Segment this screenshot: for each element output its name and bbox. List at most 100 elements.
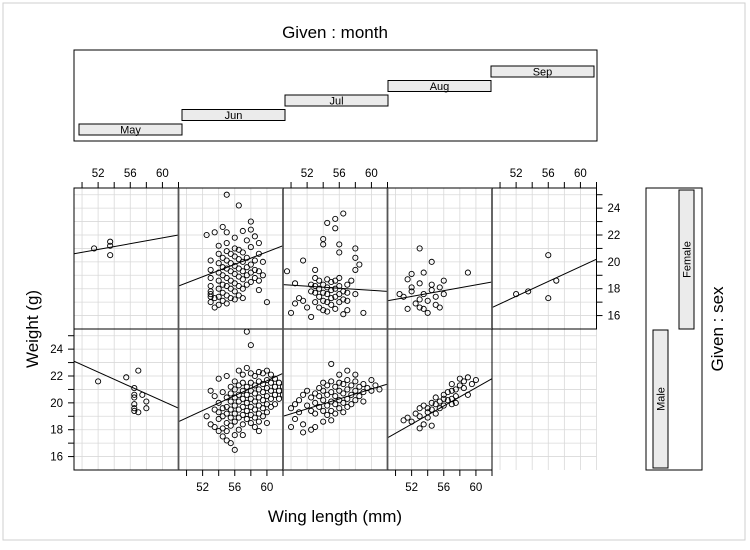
data-point [227, 414, 234, 421]
y-tick-label: 22 [608, 230, 621, 242]
data-point [404, 305, 411, 312]
data-point [239, 421, 246, 428]
data-point [368, 376, 375, 384]
data-point [328, 295, 335, 302]
data-point [203, 231, 210, 239]
data-point [235, 367, 242, 374]
data-point [420, 305, 427, 312]
data-point [231, 378, 238, 385]
data-point [332, 215, 339, 222]
data-point [416, 245, 423, 252]
y-tick-label: 18 [608, 284, 621, 296]
data-point [340, 210, 347, 217]
data-point [320, 387, 327, 394]
data-point [440, 291, 447, 298]
data-point [255, 268, 262, 275]
data-point [215, 409, 222, 416]
fit-line [283, 383, 388, 417]
data-point [239, 268, 246, 275]
data-point [207, 299, 214, 306]
data-point [328, 389, 335, 396]
data-point [368, 387, 375, 394]
data-point [352, 378, 359, 385]
data-point [207, 257, 214, 264]
data-point [408, 284, 415, 291]
data-point [424, 405, 431, 412]
data-point [251, 390, 258, 397]
data-point [255, 240, 262, 247]
data-point [131, 391, 138, 398]
data-point [243, 364, 250, 371]
data-point [211, 423, 218, 431]
month-interval-label: Jul [329, 96, 343, 108]
month-interval-bar [181, 109, 286, 121]
data-point [464, 269, 471, 276]
data-point [424, 309, 431, 316]
data-point [259, 397, 266, 404]
y-tick-label: 16 [608, 311, 621, 323]
data-point [300, 257, 307, 264]
data-point [143, 405, 150, 412]
month-interval-bar [490, 65, 595, 78]
data-point [231, 296, 238, 303]
data-point [428, 422, 435, 429]
fit-line [283, 284, 388, 292]
outer-border [2, 2, 746, 541]
data-point [259, 258, 266, 265]
panel-sep-female [492, 252, 597, 308]
month-interval-label: Sep [533, 67, 553, 79]
data-point [143, 398, 150, 405]
data-point [131, 394, 138, 401]
panel-bg [283, 329, 388, 470]
data-point [324, 308, 331, 315]
data-point [259, 389, 266, 396]
panel-bg [283, 188, 388, 329]
data-point [219, 223, 226, 230]
data-point [215, 260, 222, 267]
data-point [472, 376, 479, 384]
data-point [215, 375, 222, 382]
panel-bg [387, 188, 492, 329]
month-interval-bar [387, 80, 492, 92]
data-point [352, 371, 359, 378]
y-tick-label: 24 [50, 344, 63, 356]
data-point [340, 381, 347, 388]
data-point [239, 285, 246, 292]
data-point [239, 295, 246, 302]
data-point [328, 417, 335, 424]
data-point [444, 397, 451, 404]
data-point [328, 360, 335, 367]
data-point [107, 252, 114, 259]
data-point [348, 277, 355, 284]
data-point [215, 399, 222, 406]
data-point [207, 274, 214, 282]
data-point [251, 372, 258, 380]
x-tick-label: 52 [301, 168, 314, 180]
data-point [464, 374, 471, 381]
data-point [352, 254, 359, 261]
data-point [320, 289, 327, 296]
data-point [352, 245, 359, 252]
fit-line [387, 281, 492, 302]
data-point [332, 305, 339, 312]
data-point [312, 266, 319, 273]
sex-given-panel: Male Female [645, 187, 703, 471]
data-point [332, 410, 339, 417]
y-tick-label: 20 [608, 257, 621, 269]
data-point [432, 394, 439, 401]
data-point [304, 402, 311, 409]
panel-may-male [74, 360, 179, 416]
data-point [267, 387, 274, 394]
data-point [215, 285, 222, 292]
data-point [432, 293, 439, 300]
sex-interval-label: Male [656, 387, 668, 411]
sex-interval-bar [678, 189, 695, 330]
data-point [259, 272, 266, 279]
month-given-panel: May Jun Jul Aug Sep [73, 49, 598, 142]
data-point [308, 394, 315, 401]
data-point [215, 293, 222, 300]
data-point [360, 309, 367, 316]
data-point [312, 299, 319, 306]
